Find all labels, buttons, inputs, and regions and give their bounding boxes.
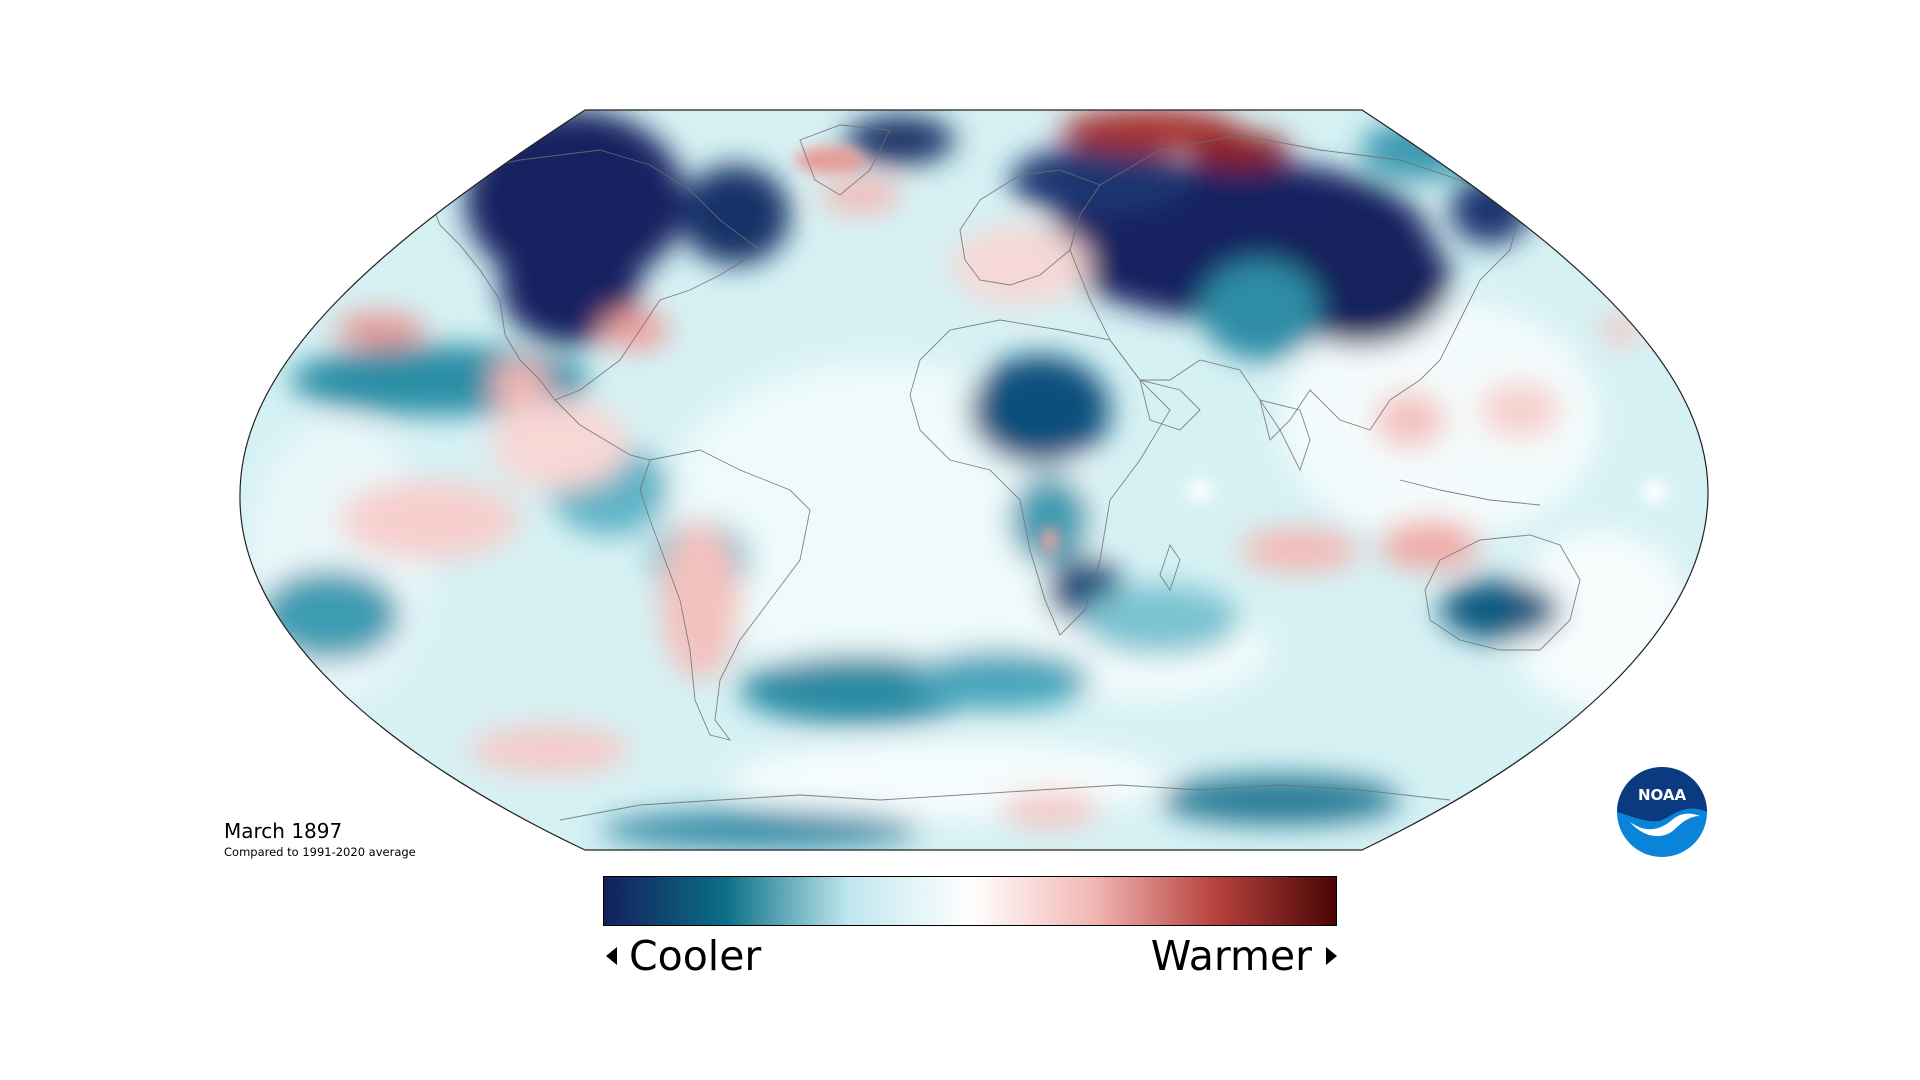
coastlines bbox=[429, 124, 1656, 821]
caption-title: March 1897 bbox=[224, 819, 343, 843]
anomaly-field bbox=[239, 110, 1709, 850]
legend-cooler: Cooler bbox=[606, 928, 761, 984]
arrow-right-icon bbox=[1326, 947, 1337, 965]
cooler-label: Cooler bbox=[629, 932, 762, 980]
colorbar bbox=[603, 876, 1337, 926]
warmer-label: Warmer bbox=[1150, 932, 1312, 980]
map-outline bbox=[239, 109, 1709, 851]
logo-text: NOAA bbox=[1638, 786, 1687, 804]
arrow-left-icon bbox=[606, 947, 617, 965]
noaa-logo-icon: NOAA bbox=[1617, 767, 1707, 857]
map-caption: March 1897 Compared to 1991-2020 average bbox=[224, 818, 416, 860]
caption-subtitle: Compared to 1991-2020 average bbox=[224, 845, 416, 859]
legend-warmer: Warmer bbox=[1151, 928, 1337, 984]
